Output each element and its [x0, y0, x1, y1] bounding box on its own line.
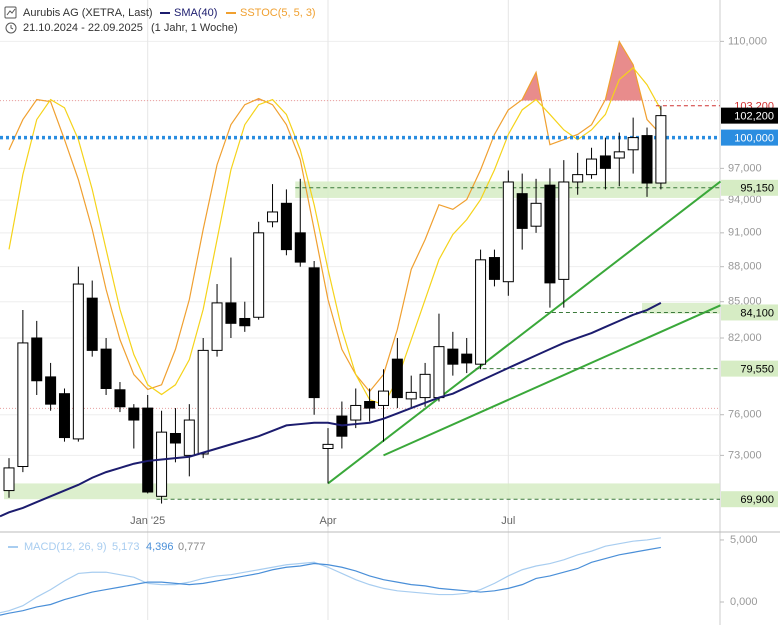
- level-label: 69,900: [740, 494, 774, 506]
- candle-body: [627, 137, 639, 151]
- level-label: 102,200: [734, 111, 774, 123]
- candle-body: [377, 390, 389, 406]
- level-label-box: [721, 129, 778, 146]
- level-label: 84,100: [740, 307, 774, 319]
- clock-icon: [10, 25, 14, 30]
- candle-body: [17, 342, 29, 468]
- candle-body: [45, 376, 57, 405]
- candle-body: [391, 358, 403, 399]
- zone: [4, 483, 720, 500]
- candle-body: [447, 348, 459, 365]
- candle-body: [613, 151, 625, 159]
- candle-body: [350, 404, 362, 421]
- candle-body: [488, 257, 500, 280]
- candle-body: [58, 393, 70, 439]
- candle-body: [128, 407, 140, 421]
- y-tick-label: 5,000: [730, 534, 758, 546]
- macd-value: 0,777: [178, 541, 206, 553]
- zone: [642, 302, 720, 314]
- chart-title: Aurubis AG (XETRA, Last): [23, 7, 153, 19]
- clock-icon: [5, 22, 17, 34]
- period: 21.10.2024 - 22.09.2025: [23, 22, 143, 34]
- level-label-box: [721, 491, 778, 508]
- candle-body: [211, 302, 223, 351]
- candle-body: [475, 259, 487, 365]
- trendline: [383, 304, 721, 457]
- macd-line: [0, 537, 661, 614]
- duration: (1 Jahr, 1 Woche): [151, 22, 238, 34]
- candle-body: [169, 432, 181, 444]
- x-tick-label: Jul: [501, 515, 515, 527]
- candle-body: [253, 232, 265, 318]
- level-label-box: [721, 360, 778, 377]
- candle-body: [405, 391, 417, 400]
- macd-value: 5,173: [112, 541, 140, 553]
- icon: [4, 6, 17, 19]
- y-tick-label: 0,000: [730, 596, 758, 608]
- candle-body: [197, 349, 209, 455]
- y-tick-label: 97,000: [728, 162, 762, 174]
- candle-body: [419, 373, 431, 399]
- candle-body: [86, 297, 98, 351]
- level-label: 100,000: [734, 133, 774, 145]
- candle-body: [225, 302, 237, 324]
- candle-body: [558, 181, 570, 280]
- macd-line: [0, 546, 661, 616]
- y-tick-label: 76,000: [728, 409, 762, 421]
- y-tick-label: 73,000: [728, 449, 762, 461]
- level-label: 79,550: [740, 364, 774, 376]
- y-tick-label: 94,000: [728, 194, 762, 206]
- level-label-box: [721, 107, 778, 124]
- candle-body: [586, 158, 598, 176]
- y-tick-label: 110,000: [728, 35, 767, 47]
- candle-body: [461, 353, 473, 364]
- y-tick-label: 91,000: [728, 227, 762, 239]
- candle-body: [502, 181, 514, 283]
- y-tick-label: 82,000: [728, 332, 762, 344]
- candle-body: [322, 443, 334, 449]
- candle-body: [267, 211, 279, 223]
- candle-body: [572, 174, 584, 183]
- candle-body: [641, 135, 653, 184]
- x-tick-label: Apr: [319, 515, 336, 527]
- sma-line: [0, 302, 662, 518]
- candle-body: [530, 202, 542, 227]
- icon: [6, 8, 16, 16]
- candle-body: [114, 389, 126, 408]
- macd-value: 4,396: [146, 541, 174, 553]
- candle-body: [516, 193, 528, 229]
- level-label-box: [721, 179, 778, 196]
- trendline: [327, 180, 722, 485]
- candle-body: [142, 407, 154, 493]
- candle-body: [183, 419, 195, 456]
- candle-body: [156, 431, 168, 497]
- x-tick-label: Jan '25: [130, 515, 165, 527]
- candle-body: [364, 401, 376, 409]
- legend-entry: SMA(40): [174, 7, 217, 19]
- candle-body: [72, 283, 84, 440]
- candle-body: [433, 346, 445, 399]
- candle-body: [308, 267, 320, 399]
- candle-body: [3, 467, 15, 492]
- candle-body: [294, 232, 306, 263]
- stoch-line: [8, 40, 662, 393]
- macd-title: MACD(12, 26, 9): [24, 541, 107, 553]
- candle-body: [100, 348, 112, 389]
- candle-body: [31, 337, 43, 382]
- candle-body: [239, 317, 251, 327]
- candle-body: [655, 115, 667, 184]
- candle-body: [280, 202, 292, 251]
- level-label-box: [721, 304, 778, 321]
- level-label: 95,150: [740, 183, 774, 195]
- candle-body: [544, 184, 556, 284]
- y-tick-label: 88,000: [728, 261, 762, 273]
- candle-body: [599, 155, 611, 169]
- legend-entry: SSTOC(5, 5, 3): [240, 7, 316, 19]
- stoch-line: [8, 66, 662, 406]
